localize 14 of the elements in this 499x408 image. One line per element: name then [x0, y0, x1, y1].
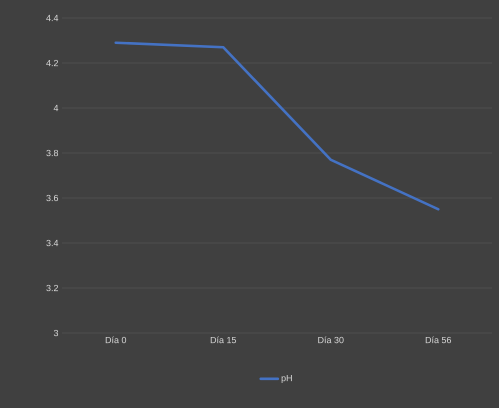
- line-series: [114, 41, 440, 211]
- y-tick-label: 4.4: [46, 14, 58, 22]
- y-tick-label: 3.4: [46, 240, 58, 246]
- x-tick-label: Día 0: [106, 336, 126, 344]
- y-tick-label: 4.2: [46, 60, 58, 66]
- x-tick-label: Día 30: [318, 336, 344, 344]
- legend-label: pH: [282, 374, 292, 384]
- y-tick-label: 3.2: [46, 284, 58, 292]
- x-tick-label: Día 15: [210, 336, 236, 344]
- y-tick-label: 3: [54, 330, 58, 336]
- y-tick-label: 3.6: [46, 194, 58, 202]
- y-tick-label: 3.8: [46, 150, 58, 156]
- x-tick-label: Día 56: [426, 336, 452, 344]
- y-tick-label: 4: [54, 104, 58, 112]
